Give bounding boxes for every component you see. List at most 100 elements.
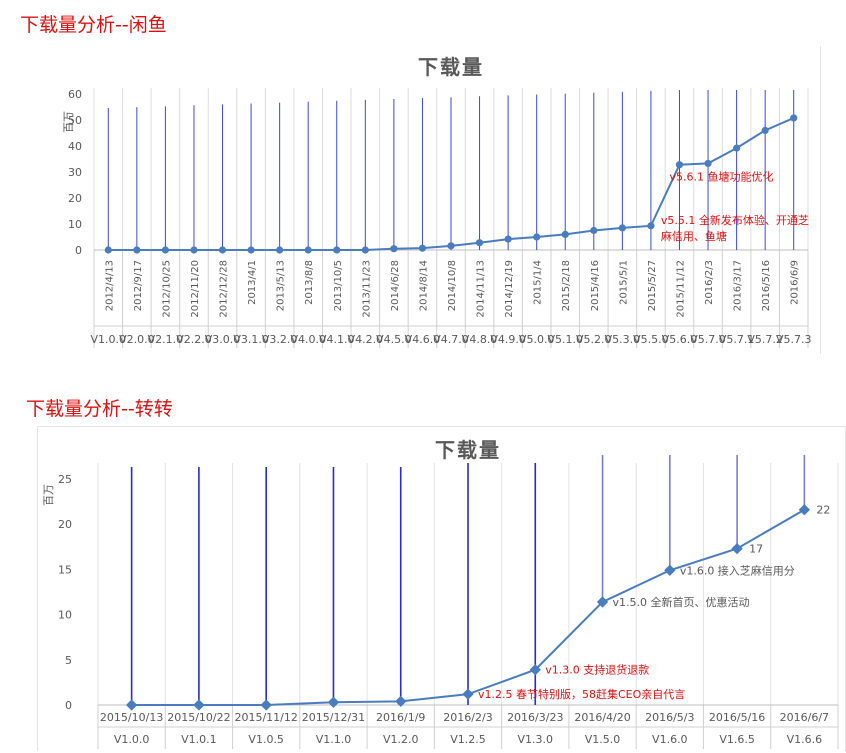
version-label: V4.1.0 [319, 333, 355, 346]
version-label: V1.5.0 [585, 733, 621, 746]
y-tick-label: 30 [68, 166, 82, 179]
version-label: V5.1.0 [547, 333, 583, 346]
x-tick-label: 2016/2/3 [704, 260, 715, 305]
version-label: V5.7.2 [747, 333, 783, 346]
annotation: v1.3.0 支持退货退款 [545, 663, 649, 677]
x-tick-label: 2013/11/23 [361, 260, 372, 318]
version-label: V5.3.0 [605, 333, 641, 346]
section-title-xianyu: 下载量分析--闲鱼 [20, 14, 167, 36]
data-point [304, 246, 312, 254]
x-tick-label: 2014/11/13 [476, 260, 487, 318]
annotation: v1.5.0 全新首页、优惠活动 [613, 595, 750, 609]
data-label: 22 [816, 504, 830, 517]
annotation-v551: v5.5.1 全新发布体验、开通芝 [661, 213, 809, 227]
data-point [529, 664, 541, 676]
x-tick-label: 2012/9/17 [133, 260, 144, 311]
y-tick-label: 25 [58, 473, 72, 486]
x-tick-label: 2013/8/8 [304, 260, 315, 305]
version-label: V1.1.0 [316, 733, 352, 746]
x-tick-label: 2013/5/13 [276, 260, 287, 311]
data-point [418, 244, 427, 252]
data-point [590, 226, 598, 235]
y-tick-label: 5 [65, 654, 72, 667]
chart-title: 下载量 [418, 55, 484, 79]
data-point [133, 246, 141, 254]
version-label: V2.0.0 [119, 333, 155, 346]
x-tick-label: 2016/3/17 [733, 260, 744, 311]
data-point [247, 246, 255, 254]
annotation: v1.2.5 春节特别版，58赶集CEO亲自代言 [478, 687, 685, 701]
version-label: V5.5.0 [633, 333, 669, 346]
x-tick-label: 2014/6/28 [390, 260, 401, 311]
y-tick-label: 10 [68, 218, 82, 231]
version-label: V1.6.5 [719, 733, 755, 746]
x-tick-label: 2014/10/8 [447, 260, 458, 311]
data-point [260, 699, 272, 711]
version-label: V4.8.0 [462, 333, 498, 346]
data-point [276, 246, 284, 254]
data-point [218, 246, 227, 254]
version-label: V1.6.0 [652, 733, 688, 746]
y-tick-label: 15 [58, 563, 72, 576]
version-label: V5.7.0 [690, 333, 726, 346]
x-tick-label: 2015/1/4 [533, 260, 544, 305]
data-point [190, 246, 198, 254]
annotation-v561: v5.6.1 鱼塘功能优化 [669, 170, 773, 184]
x-tick-label: 2014/12/19 [504, 260, 515, 318]
x-tick-label: 2013/4/1 [247, 260, 258, 305]
x-tick-label: 2013/10/5 [333, 260, 344, 311]
data-point [664, 564, 676, 576]
annotation: v1.6.0 接入芝麻信用分 [680, 563, 795, 577]
x-tick-label: 2012/4/13 [104, 260, 115, 311]
x-tick-label: 2015/12/31 [302, 711, 365, 724]
version-label: V1.6.6 [787, 733, 823, 746]
x-tick-label: 2016/5/16 [709, 711, 765, 724]
version-label: V4.5.0 [376, 333, 412, 346]
x-tick-label: 2016/1/9 [376, 711, 425, 724]
data-point [504, 235, 512, 243]
version-label: V3.2.0 [262, 333, 298, 346]
version-label: V1.0.5 [248, 733, 284, 746]
x-tick-label: 2015/5/27 [647, 260, 658, 311]
version-label: V1.2.0 [383, 733, 419, 746]
y-tick-label: 20 [58, 518, 72, 531]
data-point [447, 242, 455, 250]
x-tick-label: 2014/8/14 [418, 260, 429, 311]
version-label: V3.1.0 [233, 333, 269, 346]
chart-xianyu: 下载量 百万 0 10 20 30 40 50 60 2012/4/13 2012/9/17 2012… [60, 46, 821, 354]
data-point [798, 504, 811, 516]
chart-title: 下载量 [435, 438, 501, 462]
data-point [462, 688, 474, 700]
data-label: 17 [749, 543, 763, 556]
data-point [395, 695, 407, 708]
y-tick-label: 20 [68, 192, 82, 205]
version-label: V1.0.1 [181, 733, 217, 746]
data-point [596, 596, 609, 608]
x-tick-label: 2016/5/3 [645, 711, 694, 724]
x-tick-label: 2016/4/20 [574, 711, 630, 724]
y-axis-label: 百万 [42, 484, 55, 506]
data-point [361, 246, 369, 254]
x-tick-label: 2012/10/25 [161, 260, 172, 318]
data-point [533, 233, 541, 241]
version-label: V5.0.0 [519, 333, 555, 346]
y-tick-label: 10 [58, 609, 72, 622]
data-point [790, 114, 798, 122]
chart-zhuanzhuan: 下载量 百万 0 5 10 15 20 25 2015/10/13 2015/10/22 2015/… [37, 426, 846, 751]
y-tick-label: 50 [68, 114, 82, 127]
x-tick-label: 2016/6/9 [790, 260, 801, 305]
data-point [390, 245, 398, 253]
version-label: V4.2.0 [348, 333, 384, 346]
version-label: V4.7.0 [433, 333, 469, 346]
version-label: V2.2.0 [176, 333, 212, 346]
x-tick-label: 2015/10/13 [100, 711, 163, 724]
data-point [704, 159, 712, 168]
version-label: V4.0.0 [290, 333, 326, 346]
data-point [125, 699, 138, 711]
x-tick-label: 2016/3/23 [507, 711, 563, 724]
x-tick-label: 2015/10/22 [167, 711, 230, 724]
data-point [561, 230, 569, 238]
y-tick-label: 0 [75, 244, 82, 257]
